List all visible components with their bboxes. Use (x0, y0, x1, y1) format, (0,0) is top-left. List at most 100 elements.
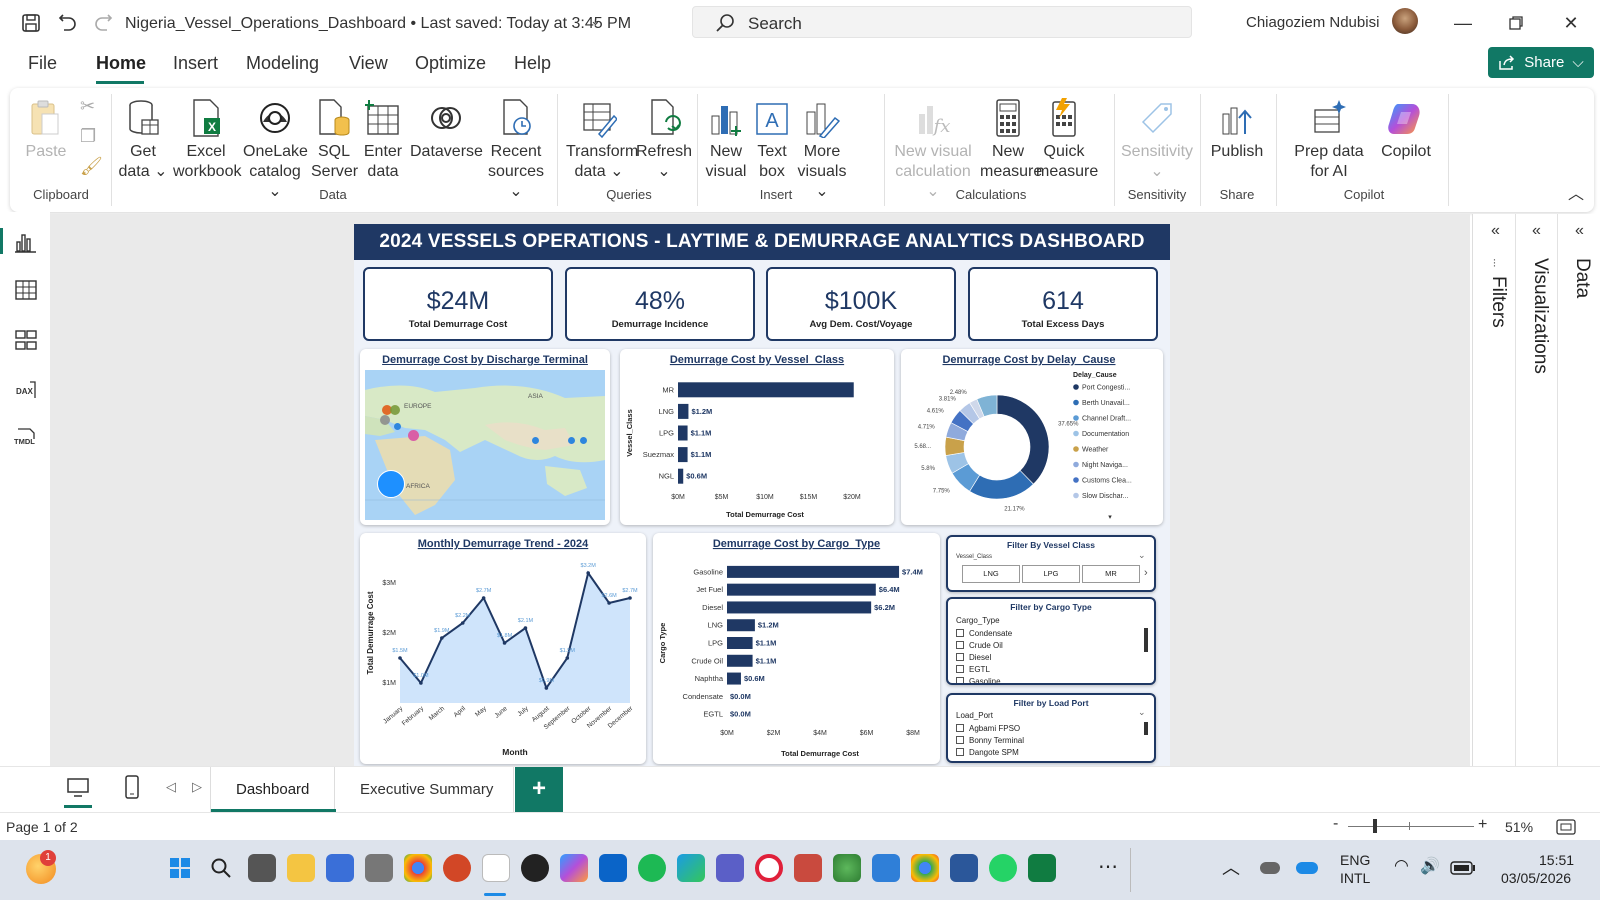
menu-help[interactable]: Help (514, 53, 552, 73)
show-hidden-icons[interactable]: ︿ (1222, 858, 1240, 878)
add-page-button[interactable]: + (515, 767, 563, 813)
language-indicator[interactable]: ENG (1340, 852, 1371, 868)
menu-view[interactable]: View (349, 53, 388, 73)
checkbox[interactable] (956, 748, 964, 756)
map-bubble[interactable] (408, 430, 419, 441)
notepad-icon[interactable] (482, 854, 510, 882)
excel-taskbar-icon[interactable] (1028, 854, 1056, 882)
get-data-button[interactable]: Get data ⌄ (118, 98, 168, 182)
checkbox[interactable] (956, 641, 964, 649)
share-button[interactable]: Share ⌵ (1488, 47, 1594, 78)
chevron-down-icon[interactable]: ⌄ (1138, 550, 1146, 560)
transform-data-button[interactable]: Transform data ⌄ (566, 98, 638, 182)
prep-data-for-ai-button[interactable]: Prep data for AI (1286, 98, 1372, 182)
clock-time[interactable]: 15:51 (1539, 852, 1575, 868)
outlook-icon[interactable] (599, 854, 627, 882)
dataverse-button[interactable]: Dataverse (410, 98, 483, 162)
tab-dashboard[interactable]: Dashboard (210, 767, 336, 813)
language-layout[interactable]: INTL (1340, 870, 1371, 886)
delay-cause-chart[interactable]: Demurrage Cost by Delay_Cause 37.65% 21.17… (901, 349, 1163, 525)
format-painter-icon[interactable]: 🖌 (80, 156, 103, 176)
app-icon[interactable] (794, 854, 822, 882)
minimize-button[interactable]: — (1454, 12, 1472, 33)
fit-to-page-icon[interactable] (1556, 819, 1576, 835)
app-icon[interactable] (521, 854, 549, 882)
new-visual-calculation-button[interactable]: fx New visual calculation ⌄ (890, 98, 976, 202)
filters-pane-tab[interactable]: Filters (1488, 276, 1509, 328)
slicer-button-lpg[interactable]: LPG (1022, 565, 1080, 583)
zoom-slider-thumb[interactable] (1373, 819, 1377, 833)
slicer-button-mr[interactable]: MR (1082, 565, 1140, 583)
excel-workbook-button[interactable]: X Excel workbook (173, 98, 241, 182)
monthly-trend-chart[interactable]: Monthly Demurrage Trend - 2024 $1.5M $1.0M… (360, 533, 646, 764)
map-bubble[interactable] (532, 437, 539, 444)
word-icon[interactable] (950, 854, 978, 882)
load-port-slicer[interactable]: Filter by Load Port Load_Port ⌄ Agbami F… (946, 693, 1156, 763)
volume-icon[interactable]: 🔊 (1420, 858, 1440, 875)
chevron-down-icon[interactable]: ⌄ (1138, 707, 1146, 717)
table-view-icon[interactable] (14, 278, 38, 302)
paste-button[interactable]: Paste (24, 98, 68, 162)
map-bubble[interactable] (377, 470, 405, 498)
redo-icon[interactable] (90, 10, 116, 36)
visualizations-pane-tab[interactable]: Visualizations (1530, 258, 1551, 374)
map-canvas[interactable] (365, 370, 605, 520)
taskbar-search-icon[interactable] (210, 857, 232, 879)
opera-icon[interactable] (755, 854, 783, 882)
checkbox[interactable] (956, 736, 964, 744)
model-view-icon[interactable] (14, 328, 38, 352)
store-icon[interactable] (326, 854, 354, 882)
chevron-double-left-icon[interactable]: « (1575, 222, 1584, 239)
slicer-option[interactable]: Bonny Terminal (956, 734, 1136, 746)
recent-sources-button[interactable]: Recent sources ⌄ (484, 98, 548, 202)
publish-button[interactable]: Publish (1208, 98, 1266, 162)
slicer-button-lng[interactable]: LNG (962, 565, 1020, 583)
clock-date[interactable]: 03/05/2026 (1501, 870, 1572, 886)
menu-modeling[interactable]: Modeling (246, 53, 320, 73)
slicer-option[interactable]: Crude Oil (956, 639, 1136, 651)
checkbox[interactable] (956, 724, 964, 732)
save-icon[interactable] (18, 10, 44, 36)
whatsapp-icon[interactable] (989, 854, 1017, 882)
undo-icon[interactable] (55, 10, 81, 36)
onelake-catalog-button[interactable]: OneLake catalog ⌄ (243, 98, 308, 202)
scrollbar[interactable] (1144, 628, 1148, 652)
mobile-layout-icon[interactable] (124, 775, 140, 799)
chevron-right-icon[interactable]: › (1144, 567, 1148, 579)
zoom-in-button[interactable]: + (1478, 816, 1488, 833)
more-visuals-button[interactable]: More visuals ⌄ (796, 98, 848, 202)
slicer-option[interactable]: EGTL (956, 663, 1136, 675)
chevron-double-left-icon[interactable]: « (1491, 222, 1500, 239)
chevron-double-left-icon[interactable]: « (1532, 222, 1541, 239)
chrome-icon[interactable] (404, 854, 432, 882)
slicer-option[interactable]: Dangote SPM (956, 746, 1136, 758)
map-bubble[interactable] (568, 437, 575, 444)
windows-start-icon[interactable] (169, 857, 191, 879)
slicer-option[interactable]: Agbami FPSO (956, 722, 1136, 734)
task-view-icon[interactable] (248, 854, 276, 882)
cargo-type-slicer[interactable]: Filter by Cargo Type Cargo_Type Condensa… (946, 597, 1156, 685)
vessel-class-chart[interactable]: Demurrage Cost by Vessel_Class Total Demu… (620, 349, 894, 525)
slicer-option[interactable]: Gasoline (956, 675, 1136, 683)
chevron-down-icon[interactable]: ⌄ (590, 13, 601, 28)
teams-icon[interactable] (716, 854, 744, 882)
map-visual[interactable]: Demurrage Cost by Discharge Terminal EUR… (360, 349, 610, 525)
onedrive-icon[interactable] (1260, 862, 1280, 874)
tab-executive-summary[interactable]: Executive Summary (336, 767, 514, 813)
zoom-slider[interactable] (1348, 826, 1474, 827)
checkbox[interactable] (956, 677, 964, 683)
vessel-class-bar-chart[interactable]: Demurrage Cost by Vessel_Class Total Demu… (620, 349, 894, 525)
kpi-card-total-demurrage[interactable]: $24M Total Demurrage Cost (363, 267, 553, 341)
scrollbar[interactable] (1144, 722, 1148, 735)
wifi-icon[interactable]: ◠ (1394, 856, 1409, 875)
settings-icon[interactable] (365, 854, 393, 882)
map-bubble[interactable] (382, 405, 392, 415)
refresh-button[interactable]: Refresh ⌄ (636, 98, 692, 182)
avatar[interactable] (1392, 8, 1418, 34)
spotify-icon[interactable] (638, 854, 666, 882)
file-explorer-icon[interactable] (287, 854, 315, 882)
chrome-profile-icon[interactable] (911, 854, 939, 882)
checkbox[interactable] (956, 629, 964, 637)
monthly-trend-area-chart[interactable]: Monthly Demurrage Trend - 2024 $1.5M $1.0M… (360, 533, 646, 764)
kpi-card-incidence[interactable]: 48% Demurrage Incidence (565, 267, 755, 341)
